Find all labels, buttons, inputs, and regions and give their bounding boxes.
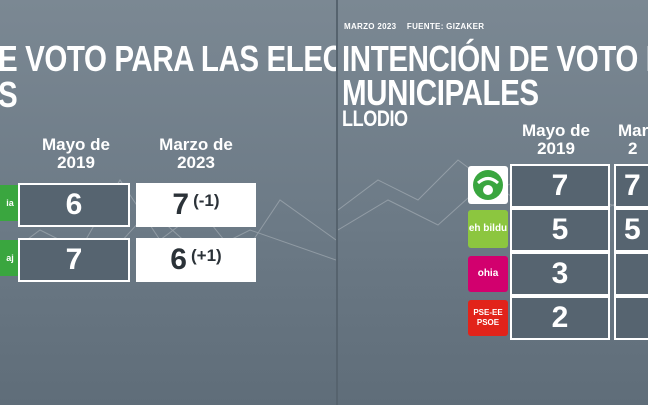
right-col-header-2019-a: Mayo de <box>521 121 591 140</box>
eh-bildu-logo-icon: eh bildu <box>468 210 508 248</box>
left-row1-change: (-1) <box>193 191 220 210</box>
town-name: LLODIO <box>342 106 408 131</box>
pse-ee-psoe-logo-text: PSE-EE PSOE <box>473 308 503 327</box>
left-row2-2019-value: 7 <box>65 243 83 276</box>
right-panel: MARZO 2023 FUENTE: GIZAKER INTENCIÓN DE … <box>338 0 648 405</box>
left-col-header-2019-b: 2019 <box>57 153 95 172</box>
right-row2-2019-value: 5 <box>551 213 569 246</box>
meta-source: FUENTE: GIZAKER <box>406 22 485 31</box>
right-row3-2019-value: 3 <box>551 257 569 290</box>
party-logo-icon: ia <box>0 185 22 221</box>
left-col-header-2019: Mayo de 2019 <box>20 136 132 172</box>
right-row1-2023-value: 7 <box>624 169 641 202</box>
left-title-line1: E VOTO PARA LAS ELECCIONES <box>0 38 336 79</box>
ohia-logo-text: ohia <box>477 268 499 279</box>
ohia-logo-icon: ohia <box>468 256 508 292</box>
right-row4-2019-value: 2 <box>551 301 569 334</box>
right-title-line1: INTENCIÓN DE VOTO PARA LA <box>342 38 648 79</box>
right-row1-2019: 7 <box>510 164 610 208</box>
right-col-header-2019-b: 2019 <box>537 139 575 158</box>
right-title-line2: MUNICIPALES <box>342 72 539 113</box>
pse-ee-psoe-logo-icon: PSE-EE PSOE <box>468 300 508 336</box>
eh-bildu-logo-text: eh bildu <box>468 223 508 234</box>
left-row2-2023: 6 (+1) <box>136 238 256 282</box>
left-row1-2019: 6 <box>18 183 130 227</box>
right-row2-2019: 5 <box>510 208 610 252</box>
left-row2-2023-value: 6 <box>170 243 187 276</box>
meta-date: MARZO 2023 <box>344 22 397 31</box>
left-row1-2023-value: 7 <box>172 188 190 221</box>
left-col-header-2023-a: Marzo de <box>159 135 233 154</box>
right-row2-2023-value: 5 <box>624 213 641 246</box>
source-line: MARZO 2023 FUENTE: GIZAKER <box>344 22 492 31</box>
right-col-header-2023-b: 2 <box>628 139 638 158</box>
right-col-header-2019: Mayo de 2019 <box>506 122 606 158</box>
party-logo-text: aj <box>6 253 14 263</box>
left-col-header-2019-a: Mayo de <box>41 135 111 154</box>
right-row1-2019-value: 7 <box>551 169 569 202</box>
right-row4-2023 <box>614 296 648 340</box>
right-row3-2019: 3 <box>510 252 610 296</box>
right-row1-2023: 7 <box>614 164 648 208</box>
left-row1-2019-value: 6 <box>65 188 83 221</box>
party-logo-text: ia <box>6 198 14 208</box>
panel-divider <box>336 0 338 405</box>
party-logo-icon: aj <box>0 240 22 276</box>
left-row1-2023: 7 (-1) <box>136 183 256 227</box>
right-row4-2019: 2 <box>510 296 610 340</box>
left-row2-2019: 7 <box>18 238 130 282</box>
right-col-header-2023-a: Mar <box>618 121 648 140</box>
left-title-line2: S <box>0 74 18 116</box>
right-row3-2023 <box>614 252 648 296</box>
left-col-header-2023-b: 2023 <box>177 153 215 172</box>
right-col-header-2023: Mar 2 <box>618 122 648 158</box>
eaj-pnv-logo-icon <box>468 166 508 204</box>
right-row2-2023: 5 <box>614 208 648 252</box>
left-panel: E VOTO PARA LAS ELECCIONES S Mayo de 201… <box>0 0 336 405</box>
left-col-header-2023: Marzo de 2023 <box>138 136 254 172</box>
left-row2-change: (+1) <box>190 246 222 265</box>
